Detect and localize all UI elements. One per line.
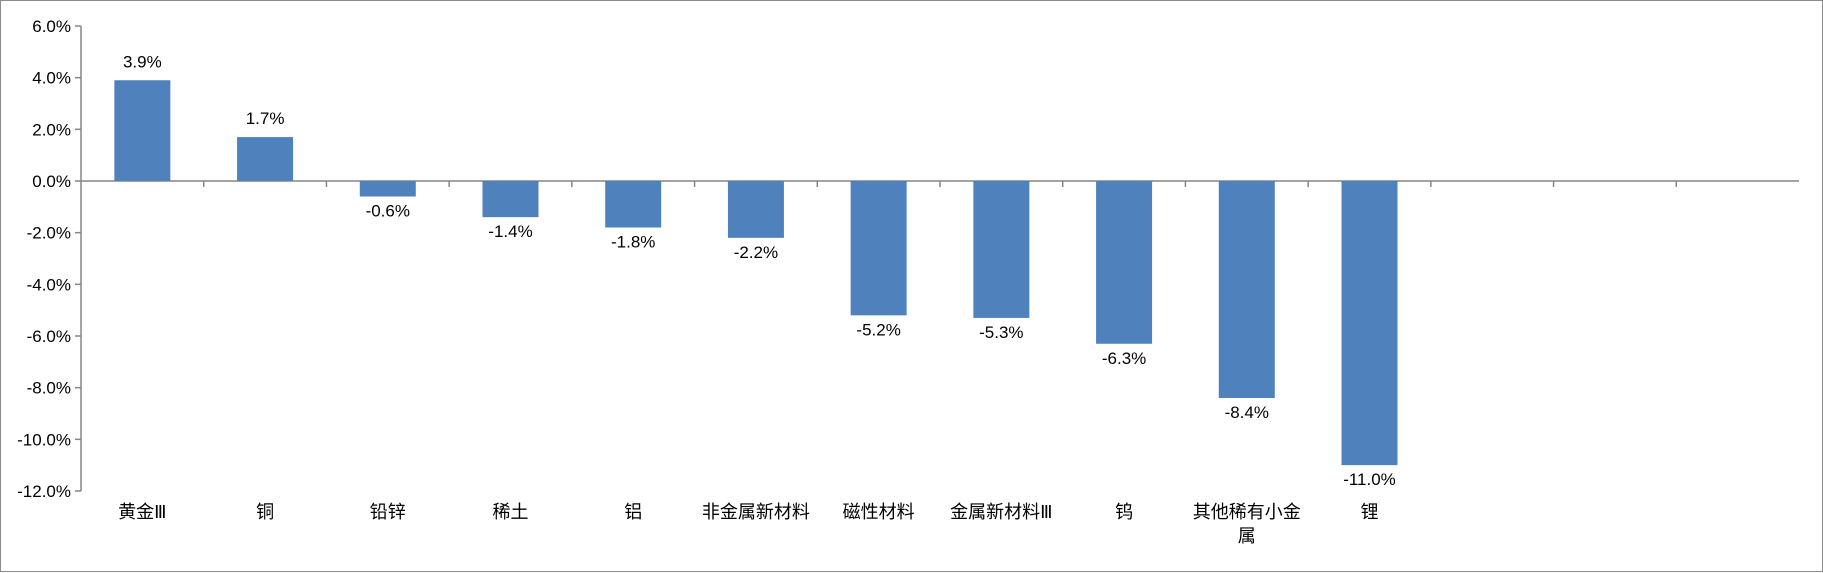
- category-label: 黄金Ⅲ: [118, 502, 166, 523]
- category-label: 稀土: [493, 502, 529, 523]
- category-label: 铝: [624, 502, 642, 523]
- data-label: -5.2%: [856, 320, 900, 339]
- y-tick-label: -4.0%: [27, 275, 71, 294]
- bar: [114, 80, 171, 181]
- y-tick-label: 4.0%: [32, 69, 71, 88]
- data-label: -1.4%: [488, 222, 532, 241]
- category-label: 铅锌: [370, 502, 406, 523]
- data-label: -2.2%: [734, 243, 778, 262]
- y-tick-label: -12.0%: [17, 482, 71, 501]
- y-tick-label: -10.0%: [17, 430, 71, 449]
- data-label: -1.8%: [611, 233, 655, 252]
- bar: [1096, 181, 1153, 344]
- bar: [727, 181, 784, 238]
- data-label: -11.0%: [1343, 470, 1396, 489]
- bars-group: [114, 80, 1398, 466]
- data-label: 1.7%: [246, 109, 285, 128]
- category-label: 非金属新材料: [702, 502, 810, 523]
- category-label: 其他稀有小金属: [1193, 502, 1301, 547]
- bar: [973, 181, 1030, 318]
- bar: [1218, 181, 1275, 398]
- category-label: 钨: [1115, 502, 1133, 523]
- y-tick-label: -2.0%: [27, 224, 71, 243]
- y-tick-label: 2.0%: [32, 120, 71, 139]
- data-label: -8.4%: [1225, 403, 1269, 422]
- category-label: 磁性材料: [843, 502, 915, 523]
- bar: [605, 181, 662, 228]
- bar: [482, 181, 539, 218]
- y-tick-label: -8.0%: [27, 379, 71, 398]
- data-label: -5.3%: [979, 323, 1023, 342]
- category-label: 金属新材料Ⅲ: [950, 502, 1052, 523]
- bar: [850, 181, 907, 316]
- data-label: -0.6%: [366, 202, 410, 221]
- y-tick-label: 6.0%: [32, 17, 71, 36]
- data-label: 3.9%: [123, 52, 162, 71]
- category-label: 铜: [256, 502, 274, 523]
- y-tick-label: -6.0%: [27, 327, 71, 346]
- category-label: 锂: [1361, 502, 1379, 523]
- bar: [359, 181, 416, 197]
- labels-group: 6.0% 4.0% 2.0% 0.0% -2.0% -4.0% -6.0% -8.0% -10.…: [17, 17, 1396, 547]
- axes-group: [75, 25, 1799, 492]
- y-tick-label: 0.0%: [32, 172, 71, 191]
- bar: [237, 137, 294, 181]
- data-label: -6.3%: [1102, 349, 1146, 368]
- bar: [1341, 181, 1398, 466]
